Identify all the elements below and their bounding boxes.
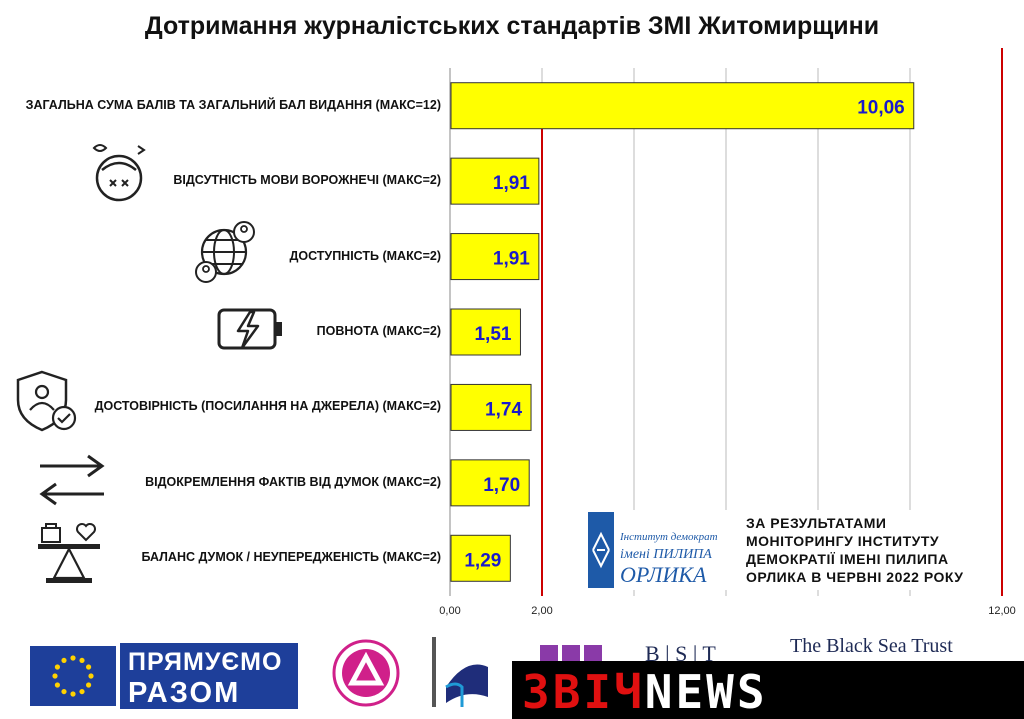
eu-star-2 [79,688,85,695]
source-line-4: ОРЛИКА В ЧЕРВНІ 2022 РОКУ [746,569,964,585]
category-label-4: ДОСТОВІРНІСТЬ (ПОСИЛАННЯ НА ДЖЕРЕЛА) (МА… [94,399,441,414]
chart: 10,06 1,91 1,91 1,51 1,74 1,70 1,29 0,00 2,00 12… [439,48,1016,617]
eu-star-1 [85,682,92,688]
value-label-0: 10,06 [857,98,905,119]
eu-star-3 [70,691,76,697]
triangle-circle-logo [332,639,400,707]
svg-text:ОРЛИКА: ОРЛИКА [620,562,707,587]
category-label-0: ЗАГАЛЬНА СУМА БАЛІВ ТА ЗАГАЛЬНИЙ БАЛ ВИД… [25,97,441,112]
eu-star-10 [79,657,85,664]
scales-heart-icon [38,523,100,583]
eu-star-5 [54,682,61,688]
eu-star-9 [70,655,76,661]
category-label-5: ВІДОКРЕМЛЕННЯ ФАКТІВ ВІД ДУМОК (МАКС=2) [145,474,441,489]
swap-arrows-icon [39,454,105,506]
source-line-2: МОНІТОРИНГУ ІНСТИТУТУ [746,533,940,549]
reference-lines [541,48,1003,596]
black-sea-trust-name: The Black Sea Trust [790,635,953,657]
source-block: Інститут демократії імені ПИЛИПА ОРЛИКА … [588,510,988,590]
value-label-5: 1,70 [483,475,520,496]
x-tick-label-1: 2,00 [531,605,552,617]
bar-1 [450,157,540,205]
source-line-3: ДЕМОКРАТІЇ ІМЕНІ ПИЛИПА [746,551,949,567]
book-logo [432,637,488,707]
angry-face-icon [92,144,146,202]
category-label-3: ПОВНОТА (МАКС=2) [316,324,441,338]
category-label-6: БАЛАНС ДУМОК / НЕУПЕРЕДЖЕНІСТЬ (МАКС=2) [141,550,441,565]
category-label-2: ДОСТУПНІСТЬ (МАКС=2) [289,248,441,263]
value-label-4: 1,74 [485,399,522,420]
value-label-2: 1,91 [493,249,530,270]
category-label-1: ВІДСУТНІСТЬ МОВИ ВОРОЖНЕЧІ (МАКС=2) [173,173,441,188]
eu-star-0 [88,673,94,679]
eu-star-8 [61,657,67,664]
bar-3 [450,308,521,356]
bar-2 [450,233,540,281]
zvich-news-logo: ЗВІЧNEWS [512,661,1024,719]
tick-labels: 0,00 2,00 12,00 [439,605,1015,617]
svg-text:Інститут демократії: Інститут демократії [619,531,718,543]
x-tick-label-0: 0,00 [439,605,460,617]
bar-6 [450,534,511,582]
eu-star-11 [85,664,92,670]
x-tick-label-2: 12,00 [988,605,1016,617]
zvich-part1: ЗВІЧ [522,665,645,719]
purple-logo [540,645,602,663]
value-labels: 10,06 1,91 1,91 1,51 1,74 1,70 1,29 [464,98,904,572]
zvich-part2: NEWS [644,665,768,719]
bar-4 [450,383,532,431]
pryamuemo-line1: ПРЯМУЄМО [128,648,283,676]
globe-users-icon [195,221,255,283]
bar-5 [450,459,530,507]
footer-logos: ПРЯМУЄМО РАЗОМ B | S | T The Black Sea T… [0,625,1024,719]
source-line-1: ЗА РЕЗУЛЬТАТАМИ [746,515,887,531]
page-title: Дотримання журналістських стандартів ЗМІ… [144,12,880,40]
bar-0 [450,82,915,130]
value-label-1: 1,91 [493,173,530,194]
pryamuemo-line2: РАЗОМ [128,677,241,709]
eu-flag-logo [30,646,116,706]
eu-star-4 [61,688,67,695]
eu-star-6 [52,673,58,679]
value-label-3: 1,51 [474,324,511,345]
pryamuemo-razom-logo: ПРЯМУЄМО РАЗОМ [120,643,298,709]
user-shield-check-icon [16,370,77,432]
value-label-6: 1,29 [464,550,501,571]
orlyk-institute-logo: Інститут демократії імені ПИЛИПА ОРЛИКА [588,512,718,588]
svg-text:імені ПИЛИПА: імені ПИЛИПА [620,547,712,562]
eu-star-7 [54,664,61,670]
bars [450,82,915,582]
battery-charge-icon [217,308,282,350]
source-text: ЗА РЕЗУЛЬТАТАМИ МОНІТОРИНГУ ІНСТИТУТУ ДЕ… [746,514,963,586]
